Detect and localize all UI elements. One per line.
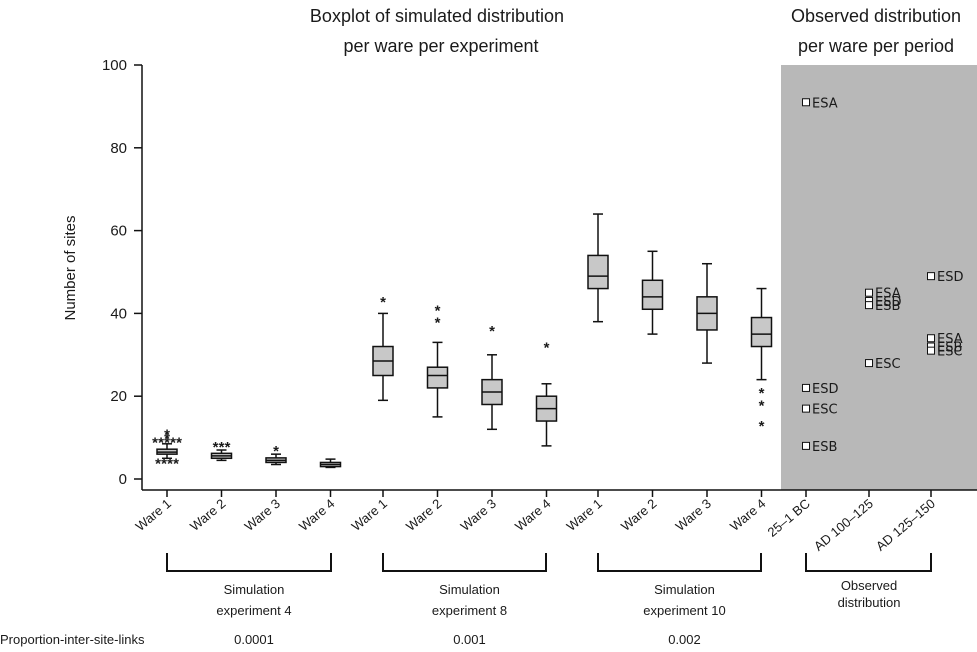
x-tick-label: 25–1 BC — [765, 496, 813, 540]
x-tick-label: AD 125–150 — [873, 496, 938, 554]
x-tick-label: Ware 2 — [187, 496, 228, 534]
outlier-point: * — [759, 397, 765, 414]
observed-point-label: ESA — [875, 287, 901, 302]
y-tick-label: 80 — [110, 140, 127, 157]
outlier-point: * — [489, 323, 495, 340]
observed-point-label: ESC — [937, 345, 963, 360]
outlier-point: * — [152, 435, 158, 452]
box-iqr — [641, 279, 664, 311]
outlier-point: * — [164, 431, 170, 448]
observed-point-marker — [802, 404, 810, 413]
x-tick-label: Ware 1 — [133, 496, 174, 534]
y-tick-label: 0 — [119, 471, 127, 488]
observed-panel-background — [781, 65, 977, 490]
x-tick-label: Ware 1 — [564, 496, 605, 534]
outlier-point: * — [161, 455, 167, 472]
observed-point-label: ESA — [812, 96, 838, 111]
group-label-line-1: Simulation — [654, 582, 715, 597]
outlier-point: * — [759, 385, 765, 402]
group-label-line-2: experiment 8 — [432, 603, 507, 618]
left-title-line-2: per ware per experiment — [343, 36, 538, 56]
outlier-point: * — [170, 435, 176, 452]
observed-label-line-2: distribution — [838, 595, 901, 610]
outlier-point: * — [544, 340, 550, 357]
outlier-point: * — [167, 455, 173, 472]
observed-point-label: ESB — [875, 299, 900, 314]
observed-label-line-1: Observed — [841, 578, 897, 593]
right-title-line-2: per ware per period — [798, 36, 954, 56]
observed-point-marker — [927, 346, 935, 355]
observed-point-label: ESA — [937, 332, 963, 347]
group-label-line-2: experiment 4 — [216, 603, 291, 618]
proportion-value: 0.002 — [668, 632, 701, 647]
y-axis-label: Number of sites — [62, 215, 79, 320]
outlier-point: * — [164, 426, 170, 443]
observed-point-label: ESD — [937, 270, 963, 285]
outlier-point: * — [435, 302, 441, 319]
observed-point-marker — [802, 441, 810, 450]
group-bracket — [166, 553, 332, 572]
outlier-point: * — [176, 435, 182, 452]
outlier-point: * — [380, 294, 386, 311]
observed-point-label: ESD — [812, 382, 838, 397]
y-tick-label: 100 — [102, 57, 127, 74]
y-tick-label: 40 — [110, 305, 127, 322]
x-tick-label: Ware 2 — [403, 496, 444, 534]
x-tick-label: Ware 3 — [673, 496, 714, 534]
x-tick-label: Ware 4 — [296, 496, 337, 534]
group-label-line-2: experiment 10 — [643, 603, 725, 618]
x-tick-label: Ware 3 — [242, 496, 283, 534]
proportion-value: 0.0001 — [234, 632, 274, 647]
outlier-point: * — [225, 439, 231, 456]
observed-point-marker — [802, 98, 810, 107]
group-label-line-1: Simulation — [439, 582, 500, 597]
box-iqr — [426, 366, 449, 389]
outlier-point: * — [273, 443, 279, 460]
x-tick-label: AD 100–125 — [811, 496, 876, 554]
outlier-point: * — [155, 455, 161, 472]
observed-point-label: ESC — [875, 357, 901, 372]
observed-point-marker — [865, 288, 873, 297]
left-title-line-1: Boxplot of simulated distribution — [310, 6, 564, 26]
y-tick-label: 20 — [110, 388, 127, 405]
right-title-line-1: Observed distribution — [791, 6, 961, 26]
observed-point-marker — [927, 272, 935, 281]
box-iqr — [750, 316, 773, 348]
x-tick-label: Ware 1 — [349, 496, 390, 534]
outlier-point: * — [164, 435, 170, 452]
outlier-point: * — [219, 439, 225, 456]
y-tick-label: 60 — [110, 223, 127, 240]
observed-point-marker — [865, 301, 873, 310]
outlier-point: * — [435, 315, 441, 332]
observed-point-label: ESD — [875, 295, 901, 310]
proportion-value: 0.001 — [453, 632, 486, 647]
observed-bracket — [805, 553, 932, 572]
x-tick-label: Ware 3 — [458, 496, 499, 534]
observed-point-label: ESB — [812, 440, 837, 455]
observed-point-label: ESC — [812, 403, 838, 418]
observed-point-marker — [802, 383, 810, 392]
group-bracket — [382, 553, 547, 572]
group-label-line-1: Simulation — [224, 582, 285, 597]
outlier-point: * — [213, 439, 219, 456]
outlier-point: * — [158, 435, 164, 452]
x-tick-label: Ware 4 — [512, 496, 553, 534]
box-iqr — [587, 254, 609, 290]
observed-point-label: ESB — [937, 341, 962, 356]
observed-point-marker — [865, 359, 873, 368]
x-tick-label: Ware 2 — [618, 496, 659, 534]
group-bracket — [597, 553, 762, 572]
x-tick-label: Ware 4 — [727, 496, 768, 534]
outlier-point: * — [173, 455, 179, 472]
proportion-row-label: Proportion-inter-site-links — [0, 632, 145, 647]
observed-point-marker — [927, 334, 935, 343]
outlier-point: * — [759, 418, 765, 435]
